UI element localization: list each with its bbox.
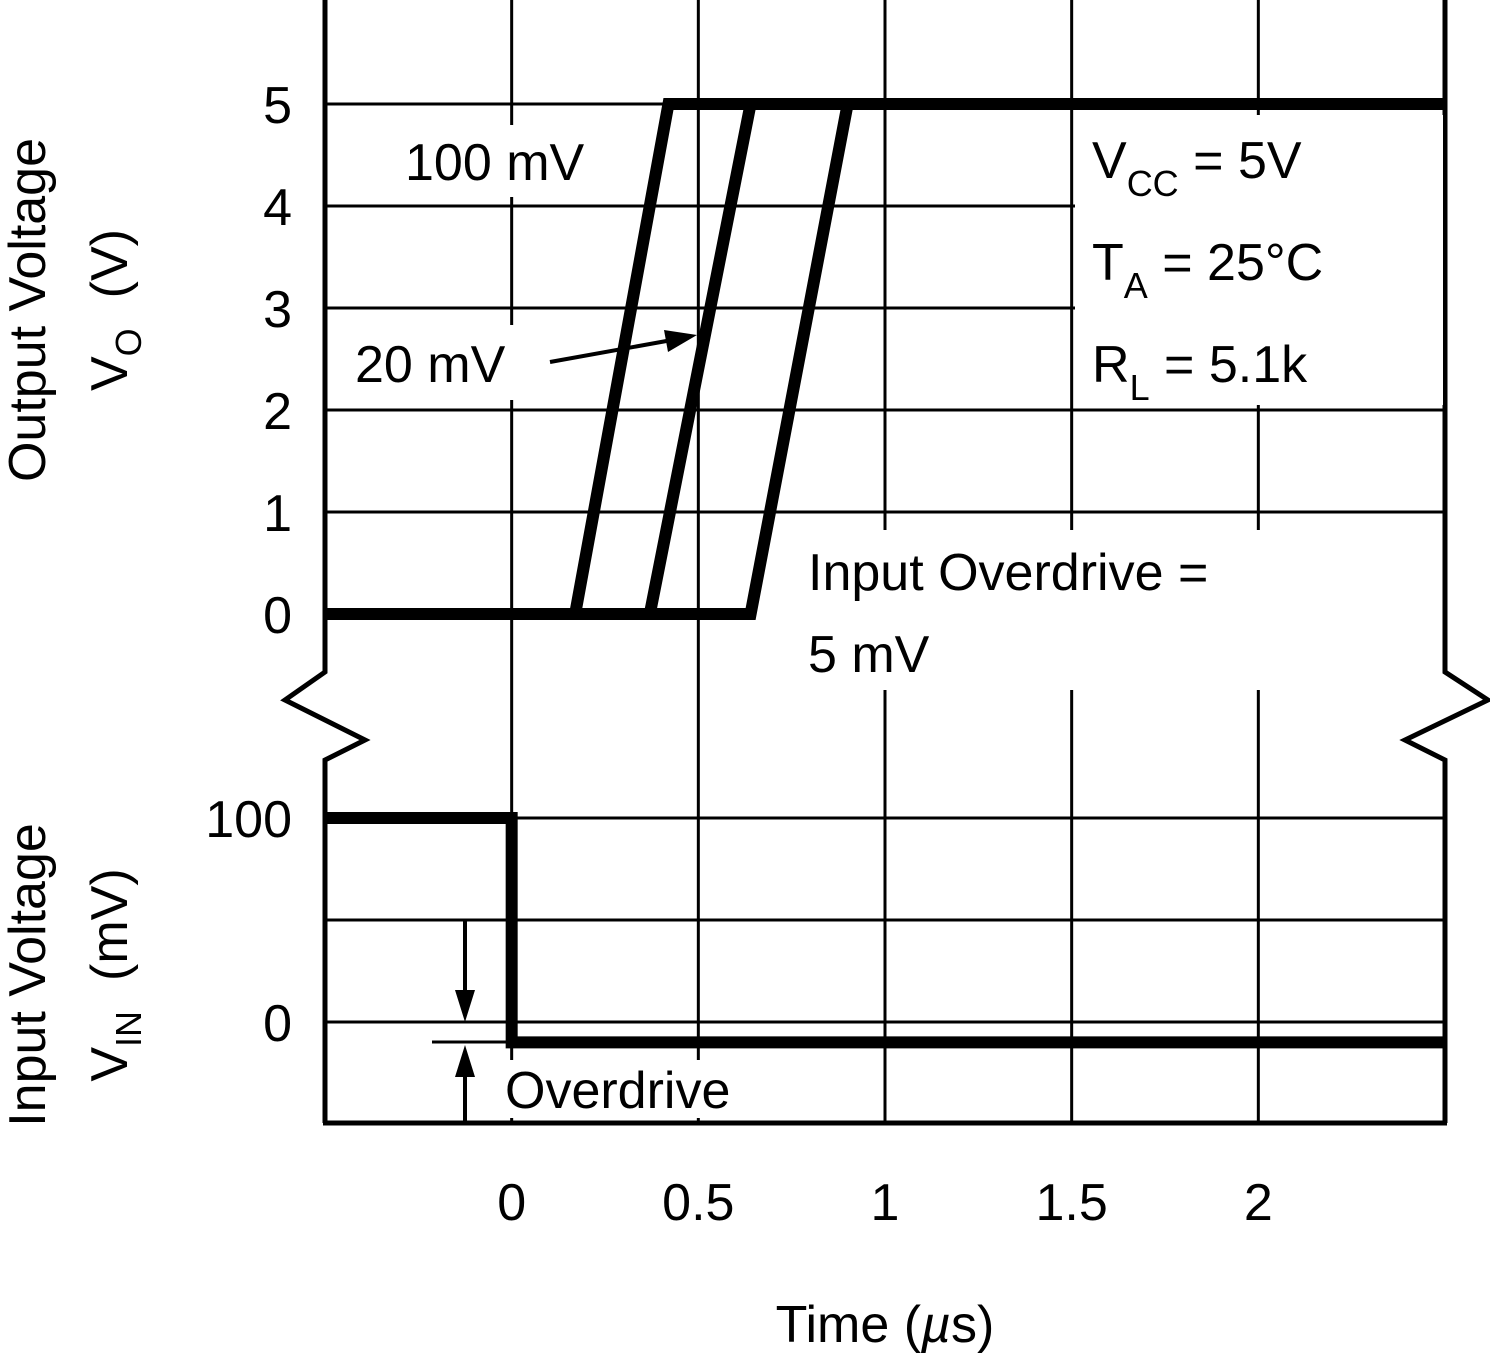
x-tick-label: 1.5 (1036, 1174, 1108, 1232)
y-tick-label-lower: 0 (263, 995, 292, 1053)
overdrive-indicator (432, 920, 512, 1123)
label-background (400, 125, 620, 197)
x-tick-labels: 0 0.5 1 1.5 2 (497, 1174, 1273, 1232)
traces (325, 98, 1445, 1049)
y-tick-label-upper: 0 (263, 587, 292, 645)
svg-text:Input Voltage: Input Voltage (0, 823, 57, 1127)
label-background (350, 325, 540, 400)
label-background (795, 530, 1360, 690)
y-tick-label-lower: 100 (205, 791, 292, 849)
output-trace-5mv (325, 98, 1445, 620)
y-tick-label-upper: 2 (263, 383, 292, 441)
x-axis-title: Time (µs) (776, 1296, 995, 1354)
x-tick-label: 0.5 (662, 1174, 734, 1232)
y-tick-label-upper: 1 (263, 485, 292, 543)
condition-line: RL = 5.1k (1092, 336, 1308, 408)
label-background (500, 1060, 780, 1118)
input-trace (325, 812, 1445, 1049)
svg-text:Output Voltage: Output Voltage (0, 138, 57, 482)
x-tick-label: 0 (497, 1174, 526, 1232)
label-overdrive-5mv-line1: Input Overdrive = (808, 544, 1208, 602)
y-tick-labels: 0 1 2 3 4 5 0 100 (205, 77, 292, 1053)
upper-y-title: Output Voltage VO(V) (0, 138, 149, 482)
y-tick-label-upper: 4 (263, 179, 292, 237)
condition-line: TA = 25°C (1092, 234, 1323, 306)
label-background (1075, 115, 1443, 405)
test-conditions: VCC = 5V TA = 25°C RL = 5.1k (1092, 132, 1323, 408)
x-tick-label: 1 (871, 1174, 900, 1232)
y-tick-label-upper: 5 (263, 77, 292, 135)
arrow-20mv (549, 330, 697, 364)
label-20mv: 20 mV (355, 336, 506, 394)
lower-y-title: Input Voltage VIN(mV) (0, 823, 149, 1127)
label-100mv: 100 mV (405, 134, 585, 192)
svg-text:VIN(mV): VIN(mV) (81, 868, 149, 1081)
x-tick-label: 2 (1244, 1174, 1273, 1232)
svg-text:VO(V): VO(V) (81, 229, 149, 391)
label-overdrive: Overdrive (505, 1062, 730, 1120)
label-overdrive-5mv-line2: 5 mV (808, 626, 930, 684)
frame-left-break (280, 0, 371, 1123)
y-tick-label-upper: 3 (263, 281, 292, 339)
label-backgrounds (350, 115, 1443, 1118)
condition-line: VCC = 5V (1092, 132, 1302, 204)
frame-right-break (1399, 0, 1490, 1123)
